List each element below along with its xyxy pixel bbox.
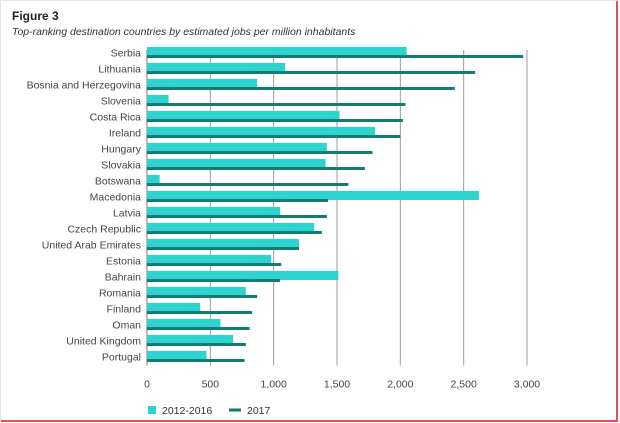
bar-2017: [147, 231, 322, 234]
bar-2012-2016: [147, 319, 221, 328]
bar-2012-2016: [147, 127, 375, 136]
bar-2012-2016: [147, 255, 272, 264]
category-label: Bosnia and Herzegovina: [27, 80, 142, 92]
bar-2012-2016: [147, 79, 258, 88]
bar-2017: [147, 263, 282, 266]
bar-2017: [147, 183, 349, 186]
bar-2012-2016: [147, 111, 340, 120]
x-tick-label: 500: [202, 379, 220, 391]
bar-2012-2016: [147, 351, 207, 360]
category-label: Czech Republic: [67, 224, 141, 236]
category-label: Oman: [112, 320, 141, 332]
bar-2012-2016: [147, 271, 339, 280]
bar-2017: [147, 343, 246, 346]
bar-2012-2016: [147, 335, 234, 344]
bar-2012-2016: [147, 223, 315, 232]
bar-2017: [147, 167, 365, 170]
category-label: Portugal: [102, 352, 141, 364]
category-label: Hungary: [101, 144, 141, 156]
category-label: Estonia: [106, 256, 141, 268]
x-tick-label: 2,500: [451, 379, 477, 391]
category-label: Botswana: [95, 176, 141, 188]
bar-2017: [147, 87, 455, 90]
category-label: Slovenia: [101, 96, 141, 108]
category-label: United Kingdom: [66, 336, 141, 348]
category-label: Finland: [107, 304, 142, 316]
legend-swatch-2017: [229, 408, 241, 412]
bar-2017: [147, 135, 401, 138]
bar-2017: [147, 71, 476, 74]
bar-2017: [147, 151, 373, 154]
category-label: Serbia: [111, 48, 142, 60]
bar-2012-2016: [147, 303, 201, 312]
legend-label-2017: 2017: [247, 405, 271, 417]
bar-2017: [147, 311, 253, 314]
category-label: Costa Rica: [90, 112, 142, 124]
bar-2017: [147, 295, 258, 298]
category-label: Bahrain: [105, 272, 141, 284]
x-tick-label: 1,000: [261, 379, 287, 391]
bar-2017: [147, 247, 299, 250]
x-tick-label: 1,500: [324, 379, 350, 391]
category-label: United Arab Emirates: [42, 240, 141, 252]
x-tick-label: 3,000: [514, 379, 540, 391]
legend-swatch-2012-2016: [148, 406, 156, 414]
x-tick-label: 2,000: [387, 379, 413, 391]
bar-2012-2016: [147, 159, 326, 168]
bar-2017: [147, 279, 280, 282]
bar-2012-2016: [147, 47, 407, 56]
category-label: Lithuania: [98, 64, 141, 76]
bar-2012-2016: [147, 95, 169, 104]
bar-2012-2016: [147, 191, 479, 200]
bar-2012-2016: [147, 143, 327, 152]
figure-label: Figure 3: [12, 9, 59, 23]
category-label: Ireland: [109, 128, 141, 140]
bar-2017: [147, 119, 403, 122]
bar-2012-2016: [147, 175, 160, 184]
category-label: Latvia: [113, 208, 141, 220]
category-label: Romania: [99, 288, 141, 300]
bar-2017: [147, 199, 329, 202]
bar-2017: [147, 215, 327, 218]
bar-2012-2016: [147, 207, 280, 216]
bar-2017: [147, 359, 245, 362]
figure-title: Top-ranking destination countries by est…: [12, 26, 356, 38]
category-label: Macedonia: [90, 192, 142, 204]
bar-2017: [147, 327, 250, 330]
bar-2012-2016: [147, 63, 286, 72]
bar-2012-2016: [147, 287, 246, 296]
category-label: Slovakia: [101, 160, 141, 172]
x-tick-label: 0: [144, 379, 150, 391]
bar-2017: [147, 103, 406, 106]
bar-2017: [147, 55, 524, 58]
bar-2012-2016: [147, 239, 299, 248]
legend-label-2012-2016: 2012-2016: [162, 405, 212, 417]
